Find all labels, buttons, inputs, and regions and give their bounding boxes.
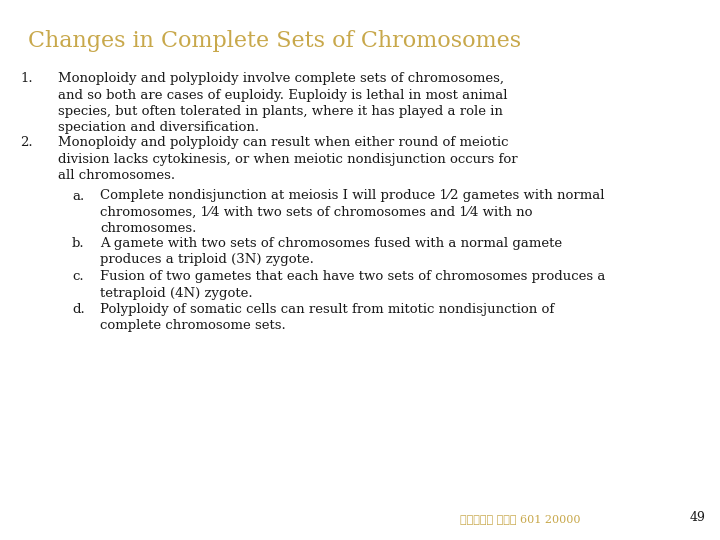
Text: Monoploidy and polyploidy involve complete sets of chromosomes,
and so both are : Monoploidy and polyploidy involve comple… [58,72,508,134]
Text: 台大農艺系 遺傳學 601 20000: 台大農艺系 遺傳學 601 20000 [460,514,580,524]
Text: 2.: 2. [20,136,32,149]
Text: Fusion of two gametes that each have two sets of chromosomes produces a
tetraplo: Fusion of two gametes that each have two… [100,270,606,300]
Text: d.: d. [72,303,85,316]
Text: c.: c. [72,270,84,283]
Text: 1.: 1. [20,72,32,85]
Text: Changes in Complete Sets of Chromosomes: Changes in Complete Sets of Chromosomes [28,30,521,52]
Text: Monoploidy and polyploidy can result when either round of meiotic
division lacks: Monoploidy and polyploidy can result whe… [58,136,518,182]
Text: b.: b. [72,237,85,250]
Text: Complete nondisjunction at meiosis I will produce 1⁄2 gametes with normal
chromo: Complete nondisjunction at meiosis I wil… [100,190,605,235]
Text: 49: 49 [690,511,706,524]
Text: A gamete with two sets of chromosomes fused with a normal gamete
produces a trip: A gamete with two sets of chromosomes fu… [100,237,562,267]
Text: a.: a. [72,190,84,202]
Text: Polyploidy of somatic cells can result from mitotic nondisjunction of
complete c: Polyploidy of somatic cells can result f… [100,303,554,333]
